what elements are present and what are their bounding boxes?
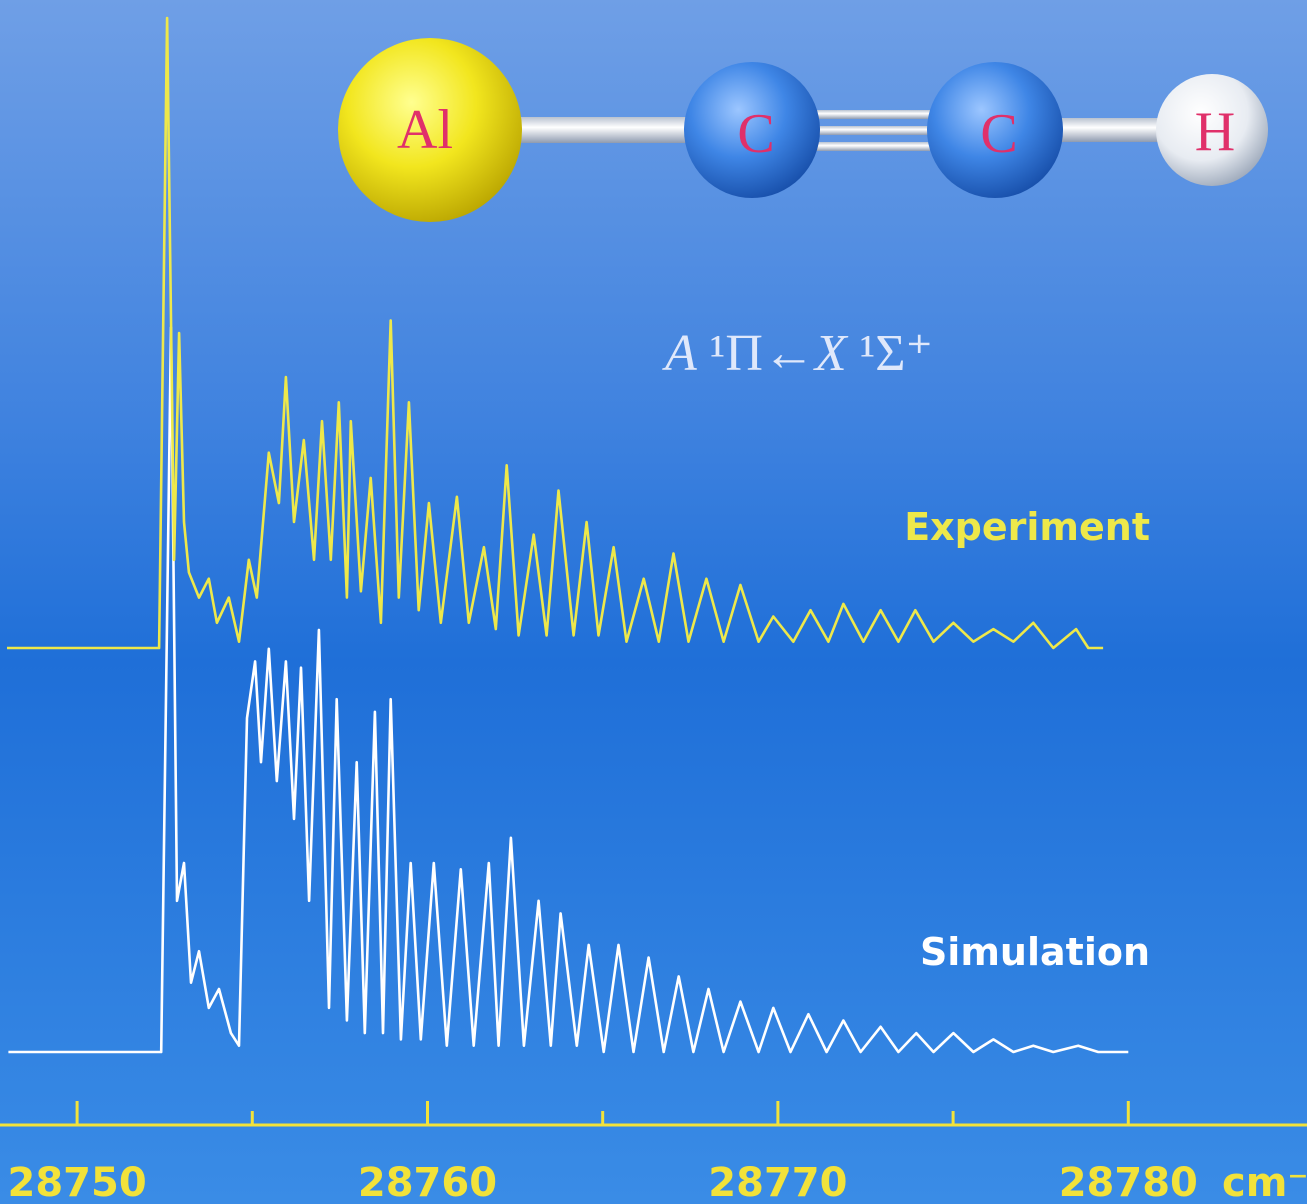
transition-part: ¹Π← — [697, 325, 815, 382]
x-tick-label: 28770 — [708, 1160, 847, 1204]
bond — [815, 126, 930, 135]
chart: Al C C H A ¹Π←X ¹Σ⁺ 28750 28760 28770 28780… — [0, 0, 1307, 1204]
transition-part: X — [813, 325, 849, 382]
bond — [510, 117, 695, 143]
transition-label: A ¹Π←X ¹Σ⁺ — [662, 325, 933, 382]
x-unit: cm⁻¹ — [1222, 1160, 1307, 1204]
series-label: Experiment — [904, 505, 1150, 549]
series-label: Simulation — [920, 930, 1150, 974]
bond — [815, 110, 930, 119]
bond — [1055, 118, 1170, 142]
x-tick-label: 28760 — [358, 1160, 497, 1204]
x-tick-label: 28750 — [8, 1160, 147, 1204]
atom-label: Al — [397, 99, 453, 161]
x-tick-label: 28780 — [1059, 1160, 1198, 1204]
atom-label: C — [737, 103, 774, 165]
transition-part: A — [662, 325, 697, 382]
bond — [815, 142, 930, 151]
transition-part: ¹Σ⁺ — [847, 325, 933, 382]
atom-label: H — [1195, 101, 1235, 163]
background — [0, 0, 1307, 1204]
atom-label: C — [980, 103, 1017, 165]
